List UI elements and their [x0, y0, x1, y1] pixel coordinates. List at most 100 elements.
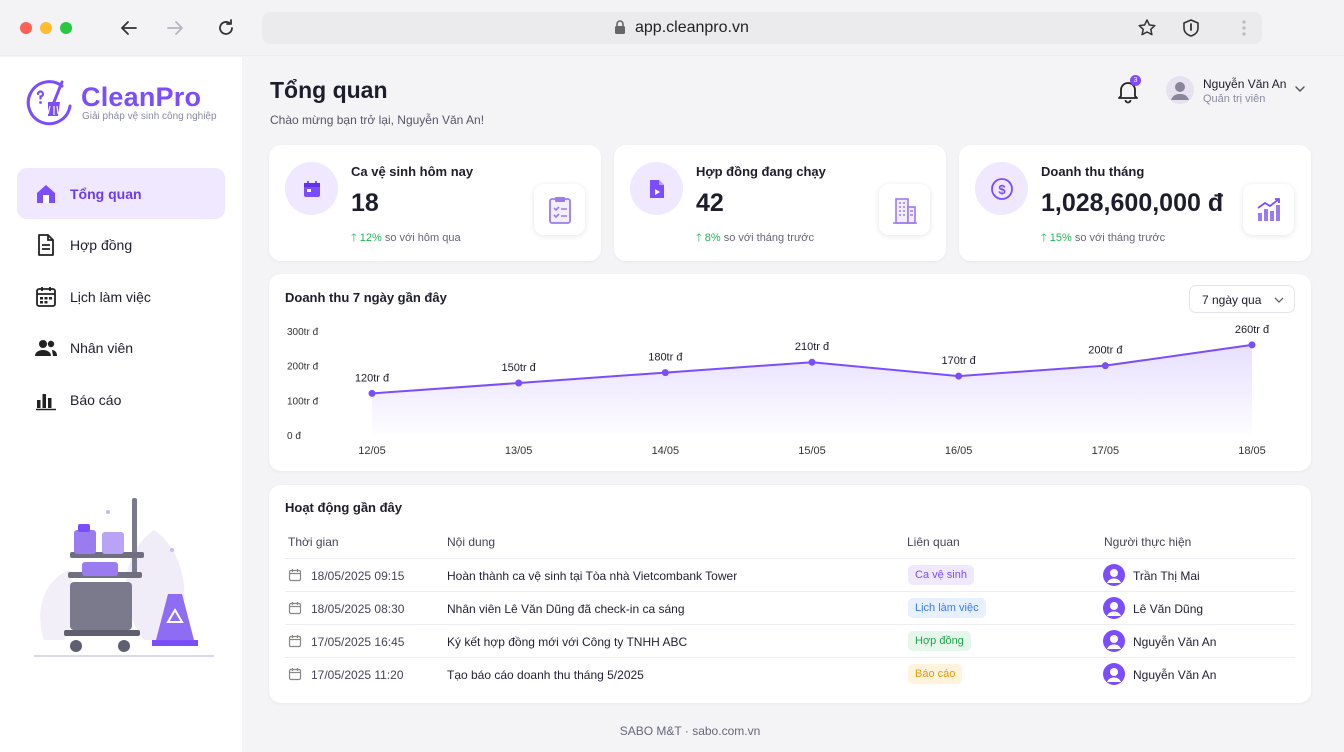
user-name[interactable]: Nguyễn Văn An [1203, 77, 1287, 91]
browser-toolbar: app.cleanpro.vn [0, 0, 1344, 56]
home-icon [37, 185, 55, 203]
row-user: Lê Văn Dũng [1133, 602, 1204, 616]
people-icon [35, 340, 57, 356]
data-label: 170tr đ [942, 355, 977, 367]
calendar-icon [288, 569, 302, 582]
sidebar-item-overview[interactable]: Tổng quan [17, 168, 225, 219]
x-tick-label: 16/05 [945, 445, 973, 457]
x-tick-label: 18/05 [1238, 445, 1266, 457]
address-bar[interactable] [262, 12, 1262, 44]
dollar-icon: $ [990, 177, 1013, 200]
row-tag[interactable]: Lịch làm việc [908, 598, 986, 618]
calendar-icon [36, 287, 56, 307]
star-icon [1138, 19, 1156, 36]
range-select[interactable]: 7 ngày qua [1189, 285, 1295, 313]
data-point [955, 372, 963, 380]
data-label: 210tr đ [795, 341, 830, 353]
arrow-left-icon [121, 21, 137, 35]
sidebar-item-staff[interactable]: Nhân viên [17, 322, 225, 373]
user-avatar [1103, 564, 1125, 586]
forward-button[interactable] [161, 14, 189, 42]
sidebar-item-label: Hợp đồng [70, 236, 133, 253]
more-vertical-icon [1242, 20, 1246, 36]
table-row[interactable]: 17/05/2025 16:45 Ký kết hợp đồng mới với… [285, 624, 1295, 657]
stat-value: 1,028,600,000 đ [1041, 189, 1224, 217]
notification-badge: 3 [1130, 75, 1141, 86]
x-tick-label: 13/05 [505, 445, 533, 457]
data-point [1248, 341, 1256, 349]
contract-icon [649, 179, 664, 198]
browser-menu-button[interactable] [1230, 14, 1258, 42]
row-time: 18/05/2025 09:15 [311, 569, 405, 583]
column-header-related: Liên quan [907, 535, 960, 549]
sidebar-item-label: Nhân viên [70, 339, 134, 356]
user-avatar[interactable] [1166, 76, 1194, 104]
chart-title: Doanh thu 7 ngày gần đây [285, 290, 447, 305]
stat-icon-circle: $ [975, 162, 1028, 215]
table-row[interactable]: 18/05/2025 09:15 Hoàn thành ca vệ sinh t… [285, 558, 1295, 591]
column-header-user: Người thực hiện [1104, 535, 1192, 549]
chevron-down-icon[interactable] [1294, 84, 1306, 94]
shield-button[interactable] [1177, 14, 1205, 42]
footer-text: SABO M&T · sabo.com.vn [619, 724, 761, 738]
checklist-icon [534, 184, 585, 235]
user-avatar [1103, 663, 1125, 685]
revenue-line-chart: 0 đ 100tr đ 200tr đ 300tr đ 120tr đ 12/05 150t… [287, 324, 1270, 457]
window-minimize-button[interactable] [40, 22, 52, 34]
revenue-area [372, 344, 1252, 435]
stat-change-text: so với tháng trước [723, 232, 815, 244]
x-tick-label: 12/05 [358, 445, 386, 457]
stat-change-value: 12% [359, 232, 382, 244]
stat-label: Doanh thu tháng [1041, 164, 1145, 179]
y-tick-label: 200tr đ [287, 362, 319, 373]
logo-mark-icon [26, 80, 72, 126]
back-button[interactable] [115, 14, 143, 42]
stat-value: 18 [351, 189, 379, 217]
data-label: 150tr đ [502, 362, 537, 374]
row-user: Nguyễn Văn An [1133, 635, 1217, 649]
brand-tagline: Giải pháp vệ sinh công nghiệp [82, 111, 217, 122]
sidebar-item-contracts[interactable]: Hợp đồng [17, 219, 225, 270]
window-close-button[interactable] [20, 22, 32, 34]
user-role: Quản trị viên [1203, 93, 1266, 105]
sidebar-item-schedule[interactable]: Lịch làm việc [17, 271, 225, 322]
row-tag[interactable]: Ca vệ sinh [908, 565, 974, 585]
row-tag[interactable]: Hợp đồng [908, 631, 971, 651]
shield-icon [1183, 19, 1199, 37]
stat-card-revenue: $ Doanh thu tháng 1,028,600,000 đ 🡑 15% … [959, 145, 1311, 261]
data-point [808, 358, 816, 366]
bar-chart-icon [36, 394, 56, 411]
building-icon [879, 184, 930, 235]
bookmark-button[interactable] [1133, 14, 1161, 42]
table-row[interactable]: 18/05/2025 08:30 Nhân viên Lê Văn Dũng đ… [285, 591, 1295, 624]
stat-icon-circle [630, 162, 683, 215]
row-user: Nguyễn Văn An [1133, 668, 1217, 682]
welcome-text: Chào mừng bạn trở lại, Nguyễn Văn An! [270, 113, 485, 127]
svg-text:$: $ [998, 182, 1006, 197]
user-avatar [1103, 630, 1125, 652]
url-text[interactable]: app.cleanpro.vn [635, 19, 749, 36]
window-maximize-button[interactable] [60, 22, 72, 34]
data-point [1101, 362, 1109, 370]
data-point [515, 379, 523, 387]
table-row[interactable]: 17/05/2025 11:20 Tạo báo cáo doanh thu t… [285, 657, 1295, 690]
row-content: Hoàn thành ca vệ sinh tại Tòa nhà Vietco… [447, 569, 738, 583]
row-tag[interactable]: Báo cáo [908, 664, 963, 684]
data-point [661, 369, 669, 377]
brand-name: CleanPro [81, 82, 202, 112]
row-content: Nhân viên Lê Văn Dũng đã check-in ca sán… [447, 602, 685, 616]
stat-label: Ca vệ sinh hôm nay [351, 164, 474, 179]
column-header-content: Nội dung [447, 535, 496, 549]
y-tick-label: 300tr đ [287, 327, 319, 338]
document-icon [38, 234, 54, 256]
user-avatar [1103, 597, 1125, 619]
sidebar-item-reports[interactable]: Báo cáo [17, 374, 225, 425]
arrow-right-icon [167, 21, 183, 35]
range-select-value: 7 ngày qua [1202, 293, 1262, 307]
reload-button[interactable] [212, 14, 240, 42]
cleaning-cart-illustration [34, 498, 214, 657]
page-title: Tổng quan [270, 77, 388, 103]
column-header-time: Thời gian [288, 535, 339, 549]
row-content: Tạo báo cáo doanh thu tháng 5/2025 [447, 668, 644, 682]
row-time: 17/05/2025 11:20 [311, 668, 404, 682]
